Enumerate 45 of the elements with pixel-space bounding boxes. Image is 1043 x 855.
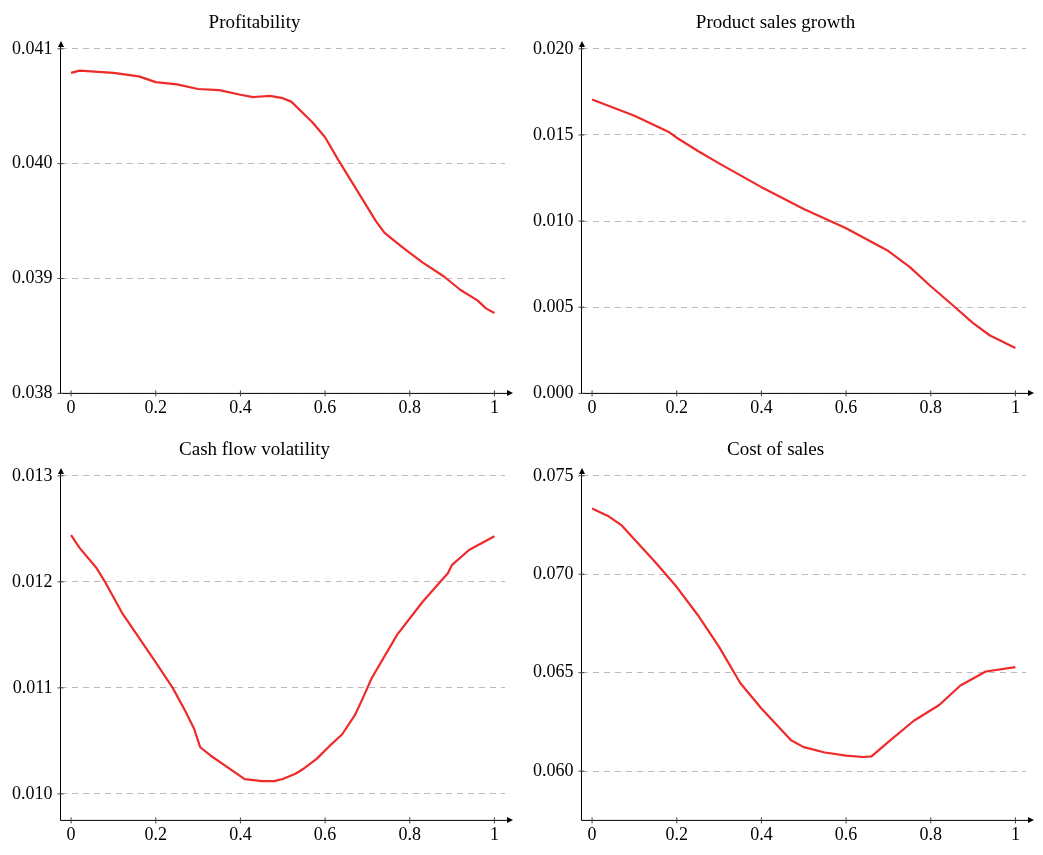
x-tick-label: 0.6 [313, 823, 337, 844]
y-tick-label: 0.010 [533, 209, 574, 230]
x-tick-label: 0 [66, 396, 76, 417]
x-tick-label: 0.6 [313, 396, 337, 417]
y-tick-label: 0.000 [533, 382, 574, 403]
y-tick-label: 0.005 [533, 295, 574, 316]
x-tick-label: 0.4 [750, 396, 773, 417]
y-tick-label: 0.012 [12, 570, 53, 591]
x-tick-label: 0 [587, 396, 597, 417]
x-tick-label: 0.4 [229, 823, 252, 844]
x-tick-label: 0.8 [919, 823, 942, 844]
x-tick-label: 0.6 [834, 396, 858, 417]
x-tick-label: 0.6 [834, 823, 858, 844]
y-tick-label: 0.070 [533, 562, 574, 583]
y-tick-label: 0.020 [533, 37, 574, 58]
y-tick-label: 0.065 [533, 661, 574, 682]
chart-title: Cash flow volatility [179, 438, 331, 460]
chart-title: Product sales growth [695, 11, 856, 33]
x-tick-label: 0 [587, 823, 597, 844]
x-tick-label: 0.8 [398, 823, 421, 844]
y-tick-label: 0.013 [12, 464, 53, 485]
x-tick-label: 0.2 [144, 823, 167, 844]
chart-title: Profitability [208, 11, 301, 33]
x-tick-label: 0.4 [750, 823, 773, 844]
x-tick-label: 0 [66, 823, 76, 844]
y-tick-label: 0.010 [12, 782, 53, 803]
x-tick-label: 0.2 [665, 823, 688, 844]
x-tick-label: 1 [489, 823, 499, 844]
y-tick-label: 0.041 [12, 37, 53, 58]
x-tick-label: 0.8 [919, 396, 942, 417]
x-tick-label: 1 [1010, 823, 1020, 844]
x-tick-label: 0.2 [144, 396, 167, 417]
chart-title: Cost of sales [726, 438, 825, 460]
y-tick-label: 0.011 [12, 676, 53, 697]
y-tick-label: 0.039 [12, 267, 53, 288]
y-tick-label: 0.040 [12, 152, 53, 173]
y-tick-label: 0.038 [12, 382, 53, 403]
y-tick-label: 0.060 [533, 759, 574, 780]
y-tick-label: 0.075 [533, 464, 574, 485]
y-tick-label: 0.015 [533, 123, 574, 144]
x-tick-label: 0.2 [665, 396, 688, 417]
x-tick-label: 0.8 [398, 396, 421, 417]
x-tick-label: 0.4 [229, 396, 252, 417]
x-tick-label: 1 [1010, 396, 1020, 417]
x-tick-label: 1 [489, 396, 499, 417]
